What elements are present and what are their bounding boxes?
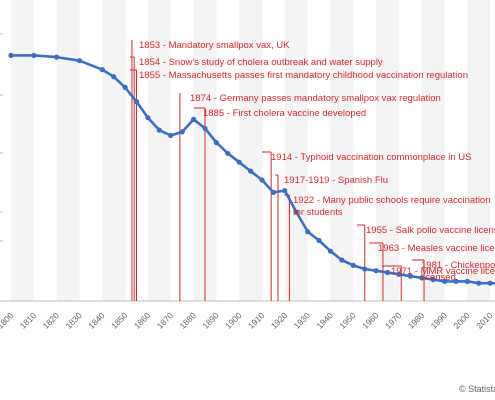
annotation-label: licensed	[421, 272, 456, 283]
x-tick-label: 1970	[383, 310, 404, 331]
data-point	[396, 271, 402, 277]
data-point	[373, 268, 379, 274]
x-tick-label: 1890	[200, 310, 221, 331]
grid-band	[11, 0, 34, 301]
data-point	[133, 99, 140, 105]
data-point	[156, 127, 162, 133]
annotation-label: for students	[293, 207, 343, 218]
data-point	[225, 150, 231, 156]
x-tick-label: 1850	[109, 310, 130, 331]
grid-band	[330, 0, 354, 301]
data-point	[202, 125, 208, 131]
x-tick-label: 1800	[0, 310, 16, 331]
grid-bands	[11, 0, 490, 301]
x-tick-label: 1870	[155, 310, 176, 331]
data-point	[407, 273, 413, 279]
data-point	[191, 116, 197, 122]
grid-band	[421, 0, 445, 301]
x-tick-label: 1880	[178, 310, 199, 331]
data-point	[122, 84, 128, 90]
data-point	[168, 132, 174, 139]
data-point	[236, 159, 242, 165]
data-point	[464, 278, 470, 284]
data-point	[487, 280, 493, 286]
annotation-label: 1914 - Typhoid vaccination commonplace i…	[271, 152, 472, 163]
grid-band	[102, 0, 126, 301]
credit-label: © Statista	[459, 384, 495, 394]
x-tick-labels: 1800 1810 1820 1830 1840 1850 1860 1870 1880 1890…	[0, 310, 495, 331]
data-point	[99, 67, 105, 73]
x-tick-label: 1930	[292, 310, 313, 331]
data-point	[111, 74, 117, 80]
data-point	[270, 189, 276, 195]
x-tick-label: 1960	[360, 310, 381, 331]
data-point	[305, 229, 311, 235]
annotations: 1853 - Mandatory smallpox vax, UK 1854 - …	[139, 40, 495, 283]
x-tick-label: 1860	[132, 310, 153, 331]
grid-band	[376, 0, 399, 301]
grid-band	[239, 0, 263, 301]
annotation-label: 1981 - Chickenpox vaccine	[421, 260, 495, 271]
grid-band	[56, 0, 80, 301]
x-axis	[0, 33, 495, 302]
data-point	[145, 115, 151, 121]
data-point	[384, 269, 391, 276]
data-point	[442, 278, 448, 284]
grid-band	[284, 0, 308, 301]
grid-band	[147, 0, 171, 301]
data-point	[327, 248, 334, 254]
data-point	[179, 129, 185, 135]
x-tick-label: 1910	[246, 310, 267, 331]
x-tick-label: 1950	[337, 310, 358, 331]
x-tick-label: 1980	[406, 310, 427, 331]
annotation-label: 1855 - Massachusetts passes first mandat…	[139, 70, 468, 81]
annotation-label: 1874 - Germany passes mandatory smallpox…	[190, 93, 441, 104]
x-tick-label: 1990	[429, 310, 450, 331]
annotation-label: 1955 - Salk polio vaccine licensed	[366, 225, 495, 236]
data-point	[248, 168, 254, 174]
x-tick-label: 1840	[86, 310, 107, 331]
grid-band	[467, 0, 490, 301]
data-point	[339, 257, 345, 263]
data-point	[430, 277, 436, 283]
data-point	[282, 188, 288, 194]
x-tick-label: 1900	[223, 310, 244, 331]
data-point	[31, 52, 37, 59]
data-point	[213, 140, 219, 146]
annotation-label: 1963 - Measles vaccine licensed	[378, 243, 495, 254]
annotation-label: 1922 - Many public schools require vacci…	[293, 195, 491, 206]
data-point	[76, 58, 83, 64]
data-point	[259, 177, 265, 183]
data-point	[476, 280, 482, 286]
data-point	[419, 275, 425, 281]
x-tick-label: 1810	[18, 310, 39, 331]
annotation-label: 1971 - MMR vaccine licensed	[391, 266, 495, 277]
x-tick-label: 2000	[451, 310, 472, 331]
x-tick-label: 2010	[474, 310, 495, 331]
data-point	[350, 262, 356, 268]
data-point	[362, 266, 368, 272]
data-point	[293, 209, 299, 215]
x-tick-label: 1830	[63, 310, 84, 331]
annotation-label: 1885 - First cholera vaccine developed	[203, 108, 366, 119]
annotation-label: 1917-1919 - Spanish Flu	[284, 175, 388, 186]
x-tick-label: 1940	[314, 310, 335, 331]
x-tick-label: 1920	[269, 310, 290, 331]
x-tick-label: 1820	[41, 310, 62, 331]
data-point	[453, 278, 459, 284]
series-line	[8, 52, 495, 286]
data-point	[54, 54, 60, 60]
data-point	[8, 52, 14, 59]
series-line-path	[11, 54, 495, 285]
data-point	[316, 237, 322, 244]
annotation-label: 1853 - Mandatory smallpox vax, UK	[139, 40, 290, 51]
annotation-label: 1854 - Snow's study of cholera outbreak …	[139, 57, 383, 68]
